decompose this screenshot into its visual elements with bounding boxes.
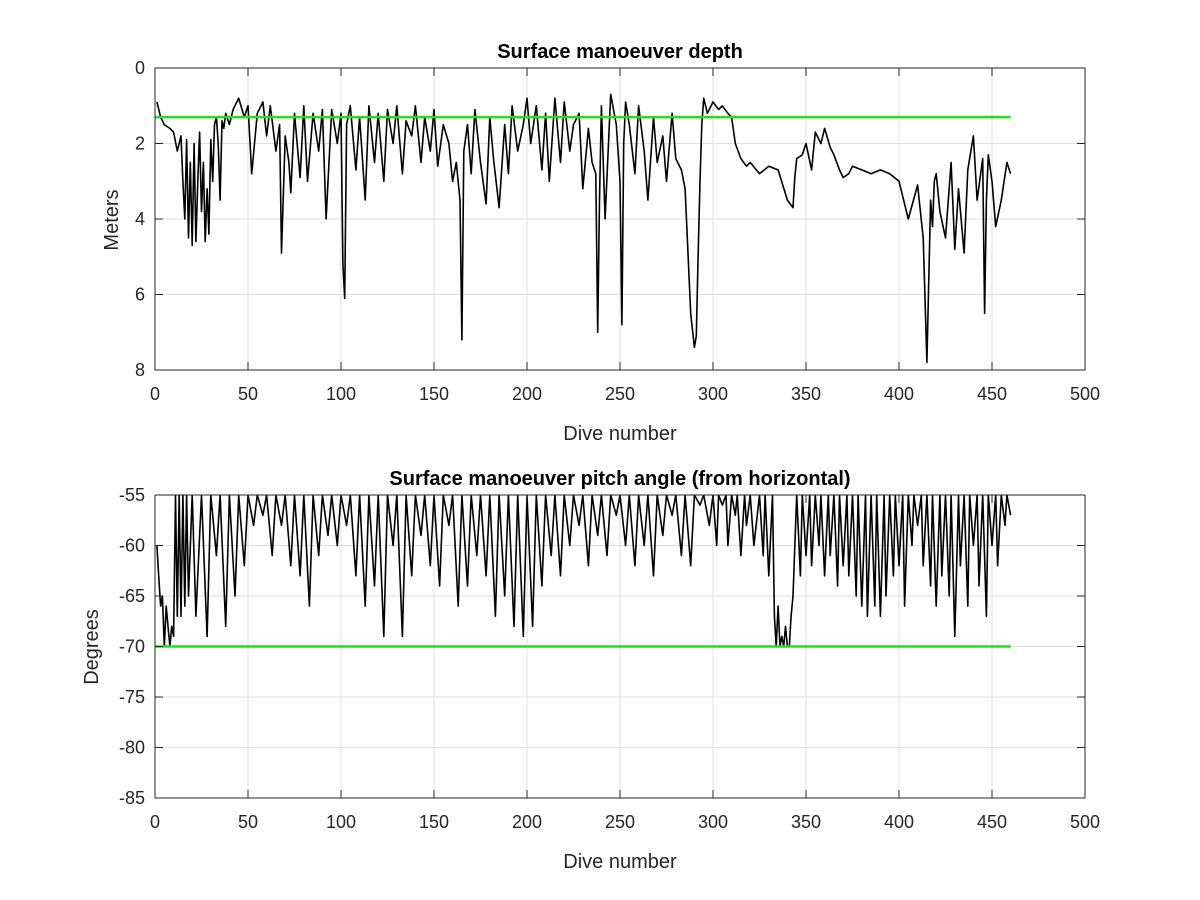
depth-x-tick-label-0: 0 [150, 384, 160, 404]
pitch-y-tick-label-4: -75 [119, 687, 145, 707]
pitch-subplot: Surface manoeuver pitch angle (from hori… [81, 468, 1100, 873]
pitch-x-tick-label-4: 200 [512, 812, 542, 832]
depth-x-tick-label-1: 50 [238, 384, 258, 404]
pitch-y-tick-label-0: -55 [119, 485, 145, 505]
depth-y-tick-label-0: 0 [135, 58, 145, 78]
pitch-x-tick-label-1: 50 [238, 812, 258, 832]
pitch-x-tick-label-2: 100 [326, 812, 356, 832]
depth-x-tick-label-10: 500 [1070, 384, 1100, 404]
pitch-x-tick-label-8: 400 [884, 812, 914, 832]
pitch-y-axis-label: Degrees [81, 609, 103, 685]
depth-ticks: 0 50 100 150 200 250 300 350 400 450 500 0 2 4 6 8 [135, 58, 1100, 404]
pitch-ticks: 0 50 100 150 200 250 300 350 400 450 500 -55 -60 -65 -… [119, 485, 1100, 832]
depth-x-tick-label-6: 300 [698, 384, 728, 404]
pitch-x-tick-label-3: 150 [419, 812, 449, 832]
pitch-x-tick-label-10: 500 [1070, 812, 1100, 832]
pitch-y-tick-label-6: -85 [119, 788, 145, 808]
pitch-series-data-line [156, 495, 1012, 648]
depth-x-tick-label-7: 350 [791, 384, 821, 404]
depth-axes-frame [154, 67, 1086, 371]
depth-x-tick-label-8: 400 [884, 384, 914, 404]
pitch-x-tick-label-7: 350 [791, 812, 821, 832]
depth-subplot: Surface manoeuver depth Dive number Mete… [101, 41, 1100, 445]
depth-x-tick-label-5: 250 [605, 384, 635, 404]
pitch-plot-area [155, 495, 1012, 648]
pitch-y-tick-label-2: -65 [119, 586, 145, 606]
pitch-y-tick-label-3: -70 [119, 637, 145, 657]
depth-x-axis-label: Dive number [563, 423, 677, 445]
depth-y-axis-label: Meters [101, 189, 123, 250]
depth-x-tick-label-3: 150 [419, 384, 449, 404]
pitch-y-tick-label-1: -60 [119, 536, 145, 556]
depth-y-tick-label-2: 4 [135, 209, 145, 229]
depth-plot-area [155, 93, 1012, 364]
depth-series-data-line [156, 93, 1012, 364]
pitch-x-axis-label: Dive number [563, 851, 677, 873]
pitch-x-tick-label-9: 450 [977, 812, 1007, 832]
pitch-axes-frame [154, 494, 1086, 799]
pitch-y-tick-label-5: -80 [119, 738, 145, 758]
depth-x-tick-label-4: 200 [512, 384, 542, 404]
depth-y-tick-label-4: 8 [135, 360, 145, 380]
depth-y-tick-label-3: 6 [135, 285, 145, 305]
pitch-x-tick-label-0: 0 [150, 812, 160, 832]
depth-chart-title: Surface manoeuver depth [497, 41, 743, 63]
pitch-x-tick-label-5: 250 [605, 812, 635, 832]
depth-x-tick-label-2: 100 [326, 384, 356, 404]
pitch-x-tick-label-6: 300 [698, 812, 728, 832]
depth-x-tick-label-9: 450 [977, 384, 1007, 404]
pitch-chart-title: Surface manoeuver pitch angle (from hori… [389, 468, 850, 490]
depth-y-tick-label-1: 2 [135, 134, 145, 154]
